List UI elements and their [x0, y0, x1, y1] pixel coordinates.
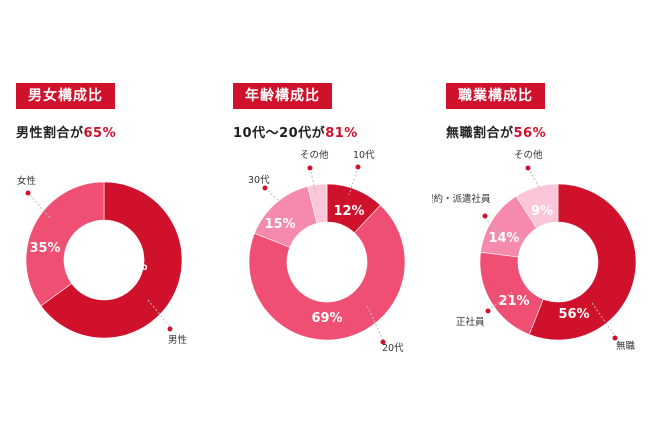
category-label-1-0: 10代 — [353, 150, 375, 161]
category-label-1-2: 30代 — [248, 175, 270, 186]
category-label-0-0: 男性 — [168, 334, 188, 346]
leader-line-2-0 — [591, 302, 616, 337]
category-label-1-3: その他 — [300, 149, 329, 161]
occupation-subtitle-value: 56% — [513, 126, 547, 141]
category-label-2-2: 契約・派遣社員 — [432, 193, 491, 205]
age-subtitle-value: 81% — [325, 126, 358, 141]
slice-1-1 — [248, 204, 406, 341]
leader-dot-2-2 — [482, 213, 488, 219]
leader-line-1-0 — [348, 166, 359, 196]
leader-dot-0-0 — [167, 326, 173, 332]
leader-dot-1-1 — [380, 339, 386, 345]
age-panel: 年齢構成比 10代〜20代が81% 12% 10代 69% 20代 15% 30代 その他 — [217, 0, 433, 434]
leader-line-2-3 — [527, 167, 543, 193]
value-label-1-1: 69% — [311, 311, 342, 326]
category-label-1-1: 20代 — [382, 343, 404, 354]
slice-2-0 — [528, 183, 637, 341]
age-donut-chart: 12% 10代 69% 20代 15% 30代 その他 — [248, 149, 406, 354]
category-label-2-0: 無職 — [616, 340, 636, 352]
gender-donut-chart: 65% 男性 35% 女性 — [17, 175, 188, 346]
value-label-2-3: 9% — [531, 204, 553, 219]
leader-dot-2-3 — [525, 165, 531, 171]
gender-badge: 男女構成比 — [16, 83, 115, 109]
value-label-1-2: 15% — [264, 217, 295, 232]
occupation-badge: 職業構成比 — [446, 83, 545, 109]
gender-subtitle-text: 男性割合が — [16, 126, 84, 141]
leader-dot-1-0 — [355, 164, 361, 170]
value-label-2-2: 14% — [488, 231, 519, 246]
leader-line-2-1 — [489, 291, 513, 310]
gender-subtitle-value: 65% — [83, 126, 117, 141]
category-label-0-1: 女性 — [17, 175, 37, 187]
category-label-2-3: その他 — [514, 149, 543, 161]
value-label-2-0: 56% — [558, 307, 589, 322]
age-subtitle: 10代〜20代が81% — [233, 122, 358, 141]
leader-line-1-2 — [264, 187, 281, 203]
leader-dot-1-2 — [262, 185, 268, 191]
occupation-subtitle: 無職割合が56% — [446, 122, 546, 141]
age-subtitle-text: 10代〜20代が — [233, 126, 326, 141]
gender-panel: 男女構成比 男性割合が65% 65% 男性 35% 女性 — [0, 0, 216, 434]
leader-dot-2-1 — [485, 308, 491, 314]
gender-subtitle: 男性割合が65% — [16, 122, 116, 141]
slice-0-1 — [25, 181, 105, 307]
leader-dot-2-0 — [612, 335, 618, 341]
occupation-subtitle-text: 無職割合が — [446, 126, 514, 141]
leader-dot-0-1 — [25, 190, 31, 196]
age-badge: 年齢構成比 — [233, 83, 332, 109]
category-label-2-1: 正社員 — [456, 316, 485, 328]
leader-line-0-1 — [29, 194, 51, 219]
value-label-0-1: 35% — [29, 241, 60, 256]
value-label-0-0: 65% — [116, 259, 147, 274]
leader-line-1-3 — [309, 167, 317, 195]
value-label-1-0: 12% — [333, 204, 364, 219]
value-label-2-1: 21% — [498, 294, 529, 309]
slice-2-3 — [515, 183, 559, 229]
leader-line-0-0 — [147, 299, 171, 328]
occupation-donut-chart: 56% 無職 21% 正社員 14% 契約・派遣社員 9% その他 — [432, 149, 637, 352]
slice-0-0 — [40, 181, 183, 339]
leader-dot-1-3 — [307, 165, 313, 171]
occupation-panel: 職業構成比 無職割合が56% 56%無職21%正社員14%契約・派遣社員9%その… — [432, 0, 648, 434]
